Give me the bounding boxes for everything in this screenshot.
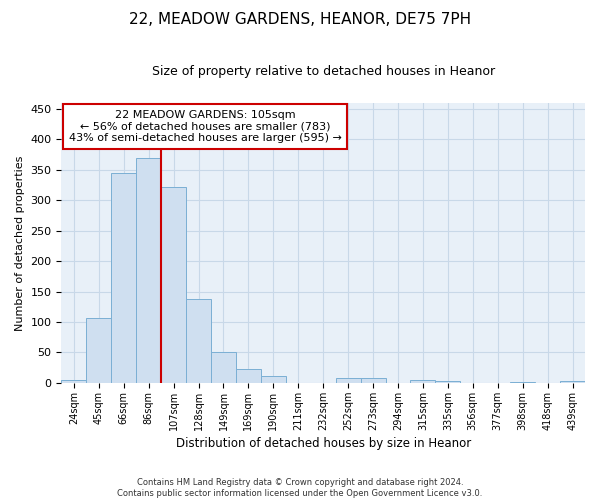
Bar <box>560 381 585 383</box>
Bar <box>261 376 286 383</box>
Bar <box>410 380 436 383</box>
Bar <box>86 318 111 383</box>
X-axis label: Distribution of detached houses by size in Heanor: Distribution of detached houses by size … <box>176 437 471 450</box>
Bar <box>236 369 261 383</box>
Text: 22, MEADOW GARDENS, HEANOR, DE75 7PH: 22, MEADOW GARDENS, HEANOR, DE75 7PH <box>129 12 471 28</box>
Bar <box>161 187 186 383</box>
Text: 22 MEADOW GARDENS: 105sqm
← 56% of detached houses are smaller (783)
43% of semi: 22 MEADOW GARDENS: 105sqm ← 56% of detac… <box>69 110 342 143</box>
Bar <box>136 158 161 383</box>
Title: Size of property relative to detached houses in Heanor: Size of property relative to detached ho… <box>152 65 495 78</box>
Bar <box>111 174 136 383</box>
Bar <box>510 382 535 383</box>
Bar <box>61 380 86 383</box>
Bar <box>436 381 460 383</box>
Bar <box>361 378 386 383</box>
Bar <box>211 352 236 383</box>
Y-axis label: Number of detached properties: Number of detached properties <box>15 155 25 330</box>
Bar <box>186 300 211 383</box>
Text: Contains HM Land Registry data © Crown copyright and database right 2024.
Contai: Contains HM Land Registry data © Crown c… <box>118 478 482 498</box>
Bar <box>335 378 361 383</box>
